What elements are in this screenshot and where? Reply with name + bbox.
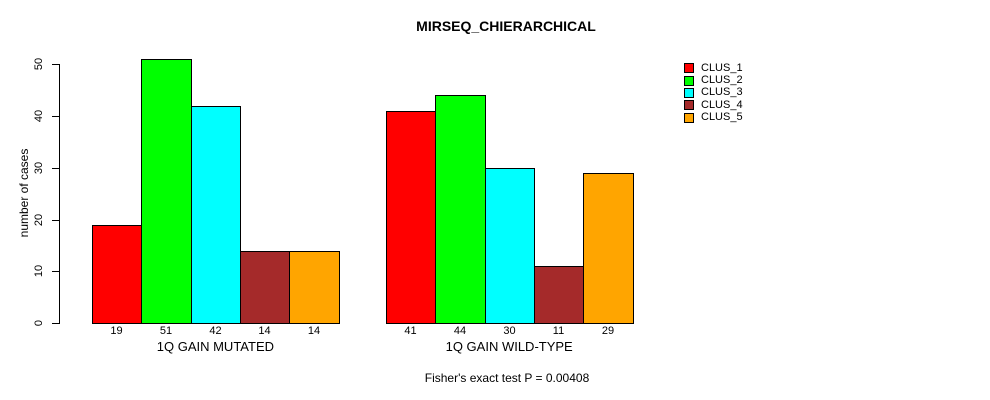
legend-swatch-icon	[684, 100, 694, 111]
fisher-test-annotation: Fisher's exact test P = 0.00408	[424, 371, 590, 385]
bar-clus_2-2	[435, 95, 486, 324]
chart-title: MIRSEQ_CHIERARCHICAL	[416, 18, 596, 34]
legend-label: CLUS_5	[701, 111, 743, 124]
bar-value-label: 42	[209, 325, 222, 337]
bar-clus_2-1	[141, 59, 192, 324]
legend: CLUS_1 CLUS_2 CLUS_3 CLUS_4 CLUS_5	[684, 62, 743, 124]
bar-value-label: 30	[503, 325, 516, 337]
legend-swatch-icon	[684, 63, 694, 74]
bar-clus_1-2	[386, 111, 436, 324]
bar-value-label: 19	[110, 325, 123, 337]
y-tick-label: 50	[33, 57, 45, 71]
y-axis-title: number of cases	[17, 148, 31, 238]
y-tick-mark	[52, 168, 59, 169]
bar-value-label: 14	[307, 325, 321, 337]
y-axis-line	[59, 64, 60, 324]
bar-value-label: 44	[453, 325, 467, 337]
bar-clus_3-1	[191, 106, 241, 324]
bar-value-label: 14	[258, 325, 271, 337]
legend-label: CLUS_2	[701, 74, 743, 87]
bar-value-label: 29	[601, 325, 615, 337]
x-group-label: 1Q GAIN WILD-TYPE	[445, 339, 573, 354]
legend-swatch-icon	[684, 87, 694, 98]
y-tick-label: 30	[33, 161, 45, 175]
legend-label: CLUS_1	[701, 61, 743, 74]
y-tick-mark	[52, 271, 59, 272]
legend-item-clus_2: CLUS_2	[684, 74, 743, 86]
legend-item-clus_3: CLUS_3	[684, 87, 743, 99]
legend-label: CLUS_4	[701, 98, 743, 111]
bar-clus_3-2	[485, 168, 535, 324]
bar-value-label: 51	[159, 325, 173, 337]
bar-clus_4-1	[240, 251, 290, 324]
y-tick-mark	[52, 116, 59, 117]
y-tick-label: 20	[33, 213, 45, 227]
bar-value-label: 41	[404, 325, 417, 337]
bar-clus_5-2	[583, 173, 634, 324]
legend-swatch-icon	[684, 75, 694, 86]
legend-label: CLUS_3	[701, 86, 743, 99]
y-tick-label: 40	[33, 109, 45, 123]
legend-item-clus_4: CLUS_4	[684, 99, 743, 111]
bar-clus_4-2	[534, 266, 584, 324]
y-tick-label: 0	[33, 319, 45, 327]
y-tick-label: 10	[33, 264, 45, 278]
legend-swatch-icon	[684, 112, 694, 123]
bar-clus_5-1	[289, 251, 340, 324]
y-tick-mark	[52, 220, 59, 221]
legend-item-clus_1: CLUS_1	[684, 62, 743, 74]
bar-clus_1-1	[92, 225, 142, 324]
y-tick-mark	[52, 64, 59, 65]
x-group-label: 1Q GAIN MUTATED	[156, 339, 274, 354]
bar-value-label: 11	[552, 325, 565, 337]
legend-item-clus_5: CLUS_5	[684, 112, 743, 124]
y-tick-mark	[52, 323, 59, 324]
